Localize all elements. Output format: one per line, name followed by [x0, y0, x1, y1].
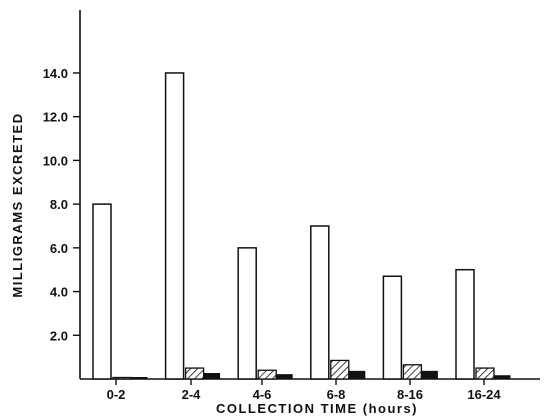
- bars: [92, 72, 511, 380]
- bar-white: [382, 275, 403, 380]
- y-axis-title: MILLIGRAMS EXCRETED: [10, 112, 25, 297]
- y-tick-label: 6.0: [50, 241, 68, 256]
- x-tick-label: 2-4: [182, 387, 202, 402]
- y-tick-label: 10.0: [43, 153, 68, 168]
- x-ticks: 0-2 2-4 4-6 6-8 8-16 16-24: [107, 379, 501, 402]
- x-tick-label: 4-6: [253, 387, 272, 402]
- x-tick-label: 0-2: [107, 387, 126, 402]
- bar-black: [420, 370, 438, 380]
- bar-hatched: [330, 359, 350, 380]
- x-tick-label: 6-8: [327, 387, 346, 402]
- y-tick-label: 14.0: [43, 66, 68, 81]
- bar-hatched: [112, 376, 132, 380]
- y-tick-label: 4.0: [50, 285, 68, 300]
- bar-hatched: [184, 367, 205, 380]
- bar-white: [92, 203, 112, 380]
- bar-black: [493, 375, 511, 380]
- y-tick-label: 12.0: [43, 110, 68, 125]
- bar-black: [348, 370, 366, 380]
- x-tick-label: 8-16: [397, 387, 423, 402]
- bar-white: [164, 72, 185, 380]
- bar-hatched: [475, 367, 495, 380]
- bar-black: [275, 374, 293, 380]
- bar-hatched: [257, 369, 277, 380]
- bar-hatched: [402, 364, 423, 380]
- bar-white: [455, 268, 475, 380]
- y-ticks: 2.0 4.0 6.0 8.0 10.0 12.0 14.0: [43, 66, 80, 343]
- x-axis-title: COLLECTION TIME (hours): [216, 401, 418, 416]
- y-tick-label: 8.0: [50, 197, 68, 212]
- bar-black: [203, 373, 221, 380]
- bar-black: [130, 377, 148, 380]
- bar-white: [310, 225, 330, 380]
- bar-white: [237, 247, 257, 380]
- y-tick-label: 2.0: [50, 328, 68, 343]
- x-tick-label: 16-24: [467, 387, 501, 402]
